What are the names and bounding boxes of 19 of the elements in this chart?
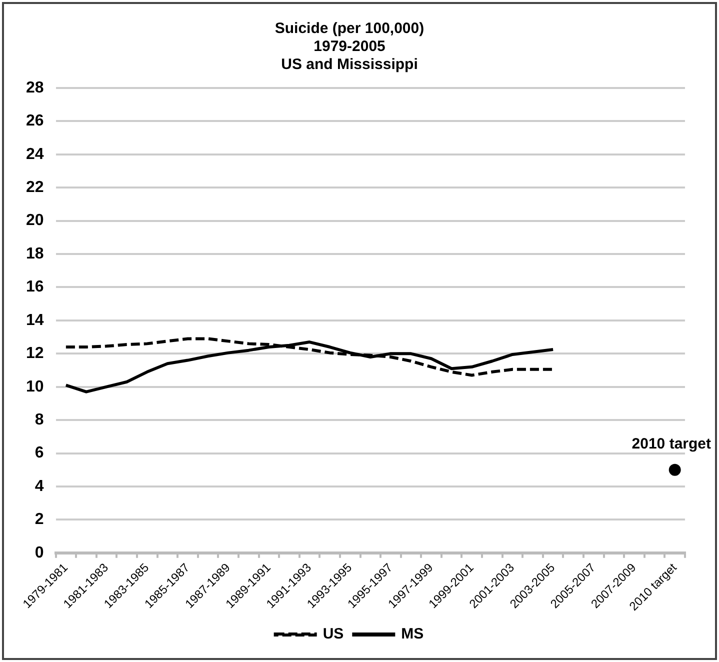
y-tick-label: 16 [26,278,44,296]
legend-label: US [322,626,344,643]
y-tick-label: 12 [26,345,44,362]
annotation: 2010 target [632,436,712,453]
y-tick-label: 18 [26,245,44,262]
chart-title: Suicide (per 100,000) 1979-2005 US and Mississippi [274,20,424,74]
y-tick-label: 6 [34,444,44,462]
y-tick-label: 4 [34,478,44,495]
y-tick-label: 26 [26,112,44,130]
y-tick-label: 14 [26,312,44,329]
y-tick-label: 0 [34,544,44,562]
y-tick-label: 22 [26,179,44,196]
y-tick-label: 10 [26,378,44,396]
y-tick-label: 28 [26,79,44,96]
y-tick-label: 24 [26,146,44,163]
y-tick-label: 20 [26,212,44,230]
y-tick-label: 8 [34,411,44,428]
legend-label: MS [401,626,424,643]
y-tick-label: 2 [34,511,44,528]
